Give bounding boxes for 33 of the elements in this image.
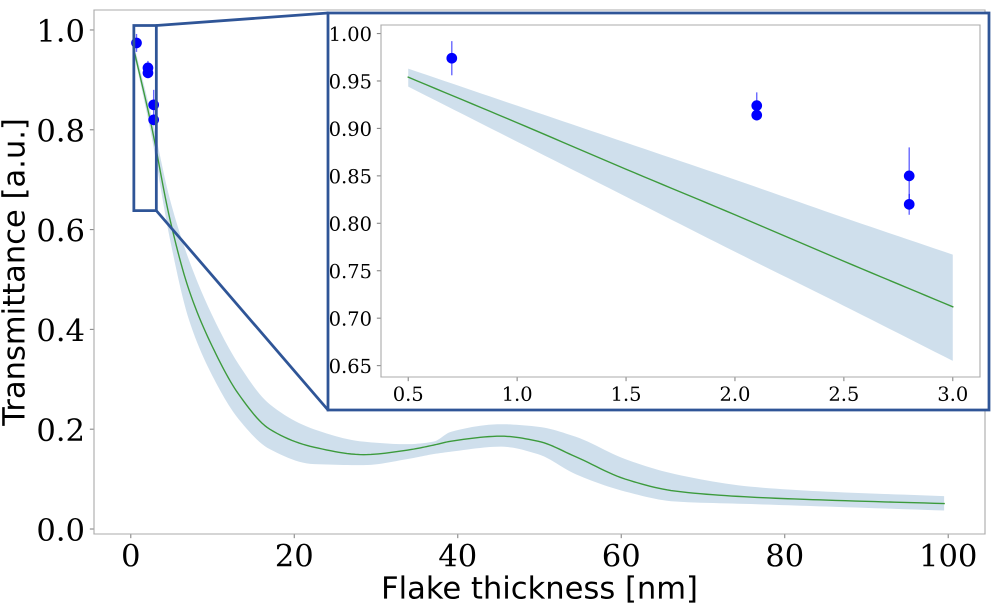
y-tick-label: 0.2 xyxy=(38,418,82,442)
y-axis-title: Transmittance [a.u.] xyxy=(1,120,28,426)
point xyxy=(904,170,915,182)
y-tick-label: 0.0 xyxy=(38,518,83,542)
y-tick-label: 0.70 xyxy=(330,311,371,326)
y-tick-label: 0.85 xyxy=(330,168,370,184)
y-tick-label: 0.4 xyxy=(38,318,84,342)
y-tick-label: 0.90 xyxy=(330,121,371,136)
y-tick-label: 0.75 xyxy=(330,264,370,278)
x-tick-label: 0 xyxy=(123,544,138,567)
y-tick-label: 0.6 xyxy=(38,218,84,242)
x-tick-label: 60 xyxy=(604,544,639,567)
x-tick-label: 2.0 xyxy=(720,386,750,402)
x-tick-label: 3.0 xyxy=(938,386,967,402)
point xyxy=(751,100,762,111)
y-tick-label: 1.00 xyxy=(331,26,371,42)
x-tick-label: 20 xyxy=(276,544,312,567)
x-tick-label: 1.0 xyxy=(504,386,532,402)
y-tick-label: 0.65 xyxy=(330,358,370,374)
y-tick-label: 0.95 xyxy=(330,74,370,89)
x-tick-label: 1.5 xyxy=(612,386,640,402)
y-tick-label: 1.0 xyxy=(40,18,83,42)
point xyxy=(904,198,915,210)
x-tick-label: 0.5 xyxy=(394,386,422,402)
y-tick-label: 0.8 xyxy=(38,118,83,142)
x-axis-title: Flake thickness [nm] xyxy=(384,575,696,603)
point xyxy=(751,110,762,120)
x-tick-label: 40 xyxy=(439,544,476,567)
x-tick-label: 100 xyxy=(922,544,976,567)
x-tick-label: 80 xyxy=(767,544,802,567)
x-tick-label: 2.5 xyxy=(830,386,858,402)
y-tick-label: 0.80 xyxy=(330,216,371,231)
point xyxy=(446,52,458,64)
